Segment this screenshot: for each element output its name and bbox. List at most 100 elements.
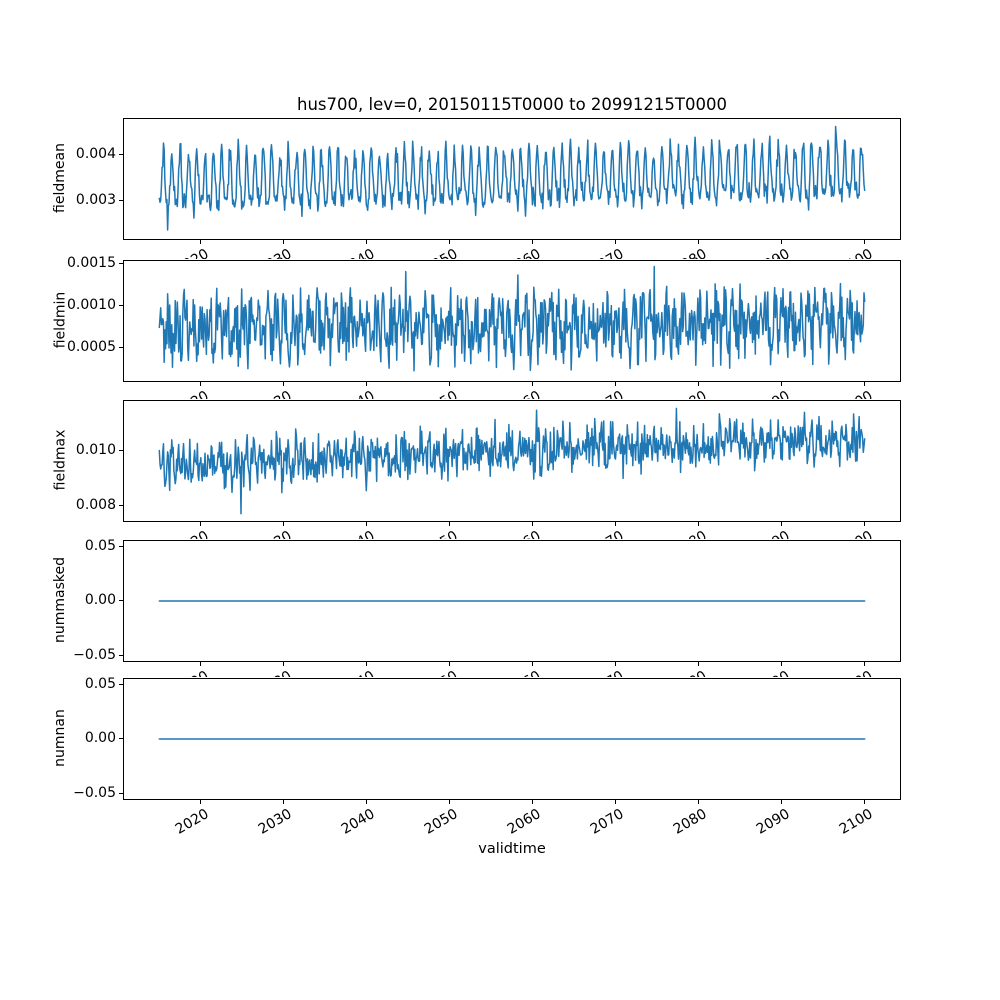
xtick-label: 2090 (754, 806, 793, 838)
ytick-label: −0.05 (73, 646, 116, 663)
xtick-mark (697, 800, 699, 804)
xtick-label: 2020 (173, 246, 212, 259)
xtick-mark (199, 662, 201, 666)
xtick-mark (365, 382, 367, 386)
xtick-label: 2060 (505, 388, 544, 399)
ylabel-fieldmean: fieldmean (51, 143, 68, 213)
axes-nummasked (123, 540, 901, 662)
ytick-mark (119, 263, 123, 264)
ytick-mark (119, 154, 123, 155)
xtick-mark (448, 240, 450, 244)
ytick-mark (119, 545, 123, 547)
plot-area-nummasked (158, 600, 866, 602)
xtick-mark (697, 382, 699, 386)
xtick-mark (448, 522, 450, 526)
xtick-mark (282, 662, 284, 666)
xtick-label: 2020 (173, 388, 212, 399)
x-axis-label: validtime (478, 841, 546, 857)
x-axis-tick-labels: 2020 2030 2040 2050 2060 2070 2080 2090 2100 (123, 804, 929, 844)
xtick-label: 2030 (256, 668, 295, 677)
ytick-label: 0.010 (75, 442, 116, 458)
xtick-mark (282, 522, 284, 526)
xtick-mark (531, 382, 533, 386)
xtick-mark (448, 800, 450, 804)
xtick-label: 2070 (587, 806, 627, 838)
axes-fieldmean (123, 118, 901, 240)
axes-fieldmax (123, 400, 901, 522)
xtick-label: 2040 (339, 246, 378, 259)
xtick-mark (864, 522, 865, 526)
xtick-label: 2060 (505, 528, 544, 539)
xtick-mark (781, 240, 782, 244)
ytick-label: 0.003 (75, 192, 116, 208)
ytick-mark (119, 600, 123, 601)
xtick-mark (365, 522, 367, 526)
xtick-label: 2040 (338, 806, 378, 838)
ylabel-numnan: numnan (51, 709, 68, 767)
xtick-mark (531, 240, 533, 244)
series-line-fieldmin (158, 265, 866, 372)
xtick-mark (365, 240, 367, 244)
ytick-mark (119, 683, 123, 685)
xtick-mark (448, 662, 450, 666)
xtick-mark (697, 240, 699, 244)
xtick-label: 2050 (422, 246, 461, 259)
xtick-label: 2020 (173, 528, 212, 539)
xtick-mark (781, 522, 782, 526)
xtick-mark (531, 662, 533, 666)
ytick-label: 0.0005 (67, 339, 116, 355)
xtick-label: 2050 (422, 528, 461, 539)
xtick-label: 2050 (421, 806, 461, 838)
xtick-label: 2090 (754, 246, 793, 259)
xtick-mark (199, 382, 201, 386)
xtick-mark (282, 382, 284, 386)
xtick-label: 2030 (256, 528, 295, 539)
xtick-label: 2100 (837, 528, 876, 539)
ytick-label: 0.00 (84, 730, 116, 746)
xtick-label: 2090 (754, 668, 793, 677)
xtick-label: 2040 (339, 668, 378, 677)
xtick-mark (781, 800, 782, 804)
clipped-xtick-labels: 2020 2030 2040 2050 2060 2070 2080 2090 2100 (123, 526, 929, 539)
xtick-mark (531, 522, 533, 526)
ytick-label: −0.05 (73, 784, 116, 801)
axes-fieldmin (123, 260, 901, 382)
xtick-label: 2020 (172, 806, 212, 838)
ytick-mark (119, 792, 123, 794)
ytick-mark (119, 200, 123, 201)
xtick-label: 2090 (754, 528, 793, 539)
xtick-label: 2080 (671, 668, 710, 677)
xtick-label: 2080 (671, 528, 710, 539)
xtick-label: 2060 (504, 806, 544, 838)
ytick-label: 0.008 (75, 497, 116, 513)
xtick-label: 2100 (837, 246, 876, 259)
xtick-label: 2100 (837, 388, 876, 399)
clipped-xtick-labels: 2020 2030 2040 2050 2060 2070 2080 2090 2100 (123, 244, 929, 259)
plot-area-fieldmin (158, 265, 866, 372)
figure-title: hus700, lev=0, 20150115T0000 to 20991215… (297, 95, 727, 114)
clipped-xtick-labels: 2020 2030 2040 2050 2060 2070 2080 2090 2100 (123, 666, 929, 677)
xtick-label: 2030 (256, 388, 295, 399)
xtick-label: 2060 (505, 668, 544, 677)
xtick-mark (864, 662, 865, 666)
ytick-mark (119, 738, 123, 739)
ytick-label: 0.00 (84, 592, 116, 608)
xtick-mark (697, 522, 699, 526)
ylabel-fieldmin: fieldmin (51, 291, 68, 349)
xtick-mark (864, 240, 865, 244)
xtick-mark (365, 800, 367, 804)
clipped-xtick-labels: 2020 2030 2040 2050 2060 2070 2080 2090 2100 (123, 386, 929, 399)
xtick-mark (864, 382, 865, 386)
xtick-mark (199, 522, 201, 526)
xtick-mark (864, 800, 865, 804)
xtick-mark (282, 240, 284, 244)
xtick-label: 2070 (588, 246, 627, 259)
ytick-mark (119, 654, 123, 656)
xtick-mark (614, 240, 616, 244)
ylabel-nummasked: nummasked (52, 556, 69, 644)
xtick-label: 2050 (422, 668, 461, 677)
xtick-label: 2070 (588, 388, 627, 399)
ytick-label: 0.0015 (67, 255, 116, 271)
xtick-label: 2040 (339, 388, 378, 399)
xtick-mark (614, 382, 616, 386)
